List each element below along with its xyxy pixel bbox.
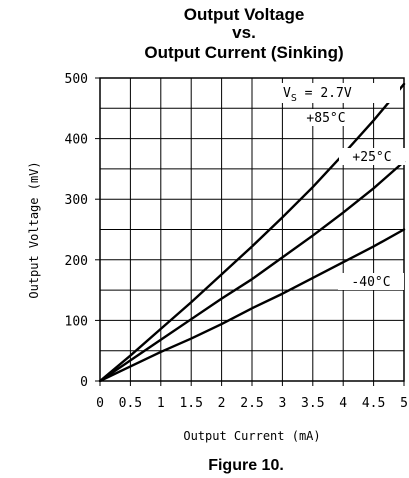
series-layer xyxy=(98,82,406,383)
series-85c-line xyxy=(98,82,406,383)
x-tick-label-8: 4 xyxy=(339,396,347,411)
series-25c-line xyxy=(98,160,406,383)
x-tick-label-2: 1 xyxy=(157,396,165,411)
x-tick-label-6: 3 xyxy=(278,396,286,411)
series-minus40c-label: -40°C xyxy=(351,275,390,290)
x-tick-label-4: 2 xyxy=(218,396,226,411)
y-tick-label-5: 500 xyxy=(65,72,88,87)
x-axis-label: Output Current (mA) xyxy=(183,429,320,443)
x-tick-label-1: 0.5 xyxy=(119,396,142,411)
supply-voltage-main: V xyxy=(283,86,291,101)
series-85c-label-bg xyxy=(293,109,359,126)
supply-voltage-annotation: VS = 2.7V xyxy=(283,86,352,104)
chart-title-line-3: Output Current (Sinking) xyxy=(144,43,343,62)
y-tick-label-2: 200 xyxy=(65,254,88,269)
x-tick-label-7: 3.5 xyxy=(301,396,324,411)
label-layer: 0 0.5 1 1.5 2 2.5 3 3.5 4 4.5 5 0 100 200 300 400 500 +85… xyxy=(65,72,408,411)
x-tick-label-9: 4.5 xyxy=(362,396,385,411)
figure-caption: Figure 10. xyxy=(208,457,284,474)
y-tick-label-0: 0 xyxy=(80,375,88,390)
supply-voltage-label-bg xyxy=(277,83,400,103)
y-axis-label: Output Voltage (mV) xyxy=(27,161,41,298)
x-tick-label-3: 1.5 xyxy=(179,396,202,411)
y-tick-label-1: 100 xyxy=(65,314,88,329)
series-25c-label-bg xyxy=(339,148,405,165)
series-minus40c-label-bg xyxy=(338,273,404,290)
chart-title-line-2: vs. xyxy=(232,23,256,42)
chart-title-line-1: Output Voltage xyxy=(184,5,305,24)
series-minus40c-line xyxy=(98,228,406,383)
series-85c-label: +85°C xyxy=(306,111,345,126)
x-tick-label-5: 2.5 xyxy=(240,396,263,411)
x-tick-label-10: 5 xyxy=(400,396,408,411)
supply-voltage-subscript: S xyxy=(291,93,297,104)
series-25c-label: +25°C xyxy=(352,150,391,165)
y-tick-label-4: 400 xyxy=(65,133,88,148)
y-tick-label-3: 300 xyxy=(65,193,88,208)
supply-voltage-value: = 2.7V xyxy=(297,86,352,101)
x-tick-label-0: 0 xyxy=(96,396,104,411)
